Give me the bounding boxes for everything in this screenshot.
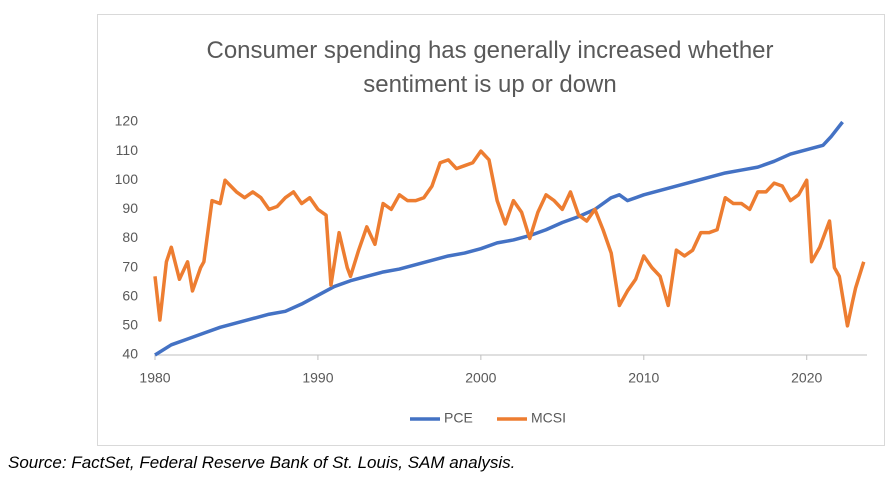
y-tick-label: 100 — [115, 171, 139, 187]
x-tick-label: 2010 — [628, 370, 659, 386]
y-tick-label: 60 — [122, 287, 138, 303]
y-tick-label: 90 — [122, 200, 138, 216]
series-line — [154, 120, 844, 357]
chart-border — [97, 14, 885, 446]
source-note: Source: FactSet, Federal Reserve Bank of… — [8, 453, 516, 472]
y-tick-label: 80 — [122, 229, 138, 245]
y-tick-label: 50 — [122, 317, 138, 333]
chart-title: Consumer spending has generally increase… — [206, 37, 774, 98]
x-tick-label: 2020 — [791, 370, 822, 386]
y-tick-label: 110 — [116, 142, 139, 158]
legend-label: MCSI — [531, 410, 566, 426]
y-tick-label: 40 — [122, 346, 138, 362]
y-tick-label: 120 — [115, 113, 139, 129]
x-tick-label: 2000 — [465, 370, 496, 386]
y-tick-label: 70 — [122, 258, 138, 274]
legend-label: PCE — [444, 410, 473, 426]
series-line — [153, 149, 866, 328]
x-tick-label: 1980 — [139, 370, 170, 386]
x-tick-label: 1990 — [302, 370, 333, 386]
